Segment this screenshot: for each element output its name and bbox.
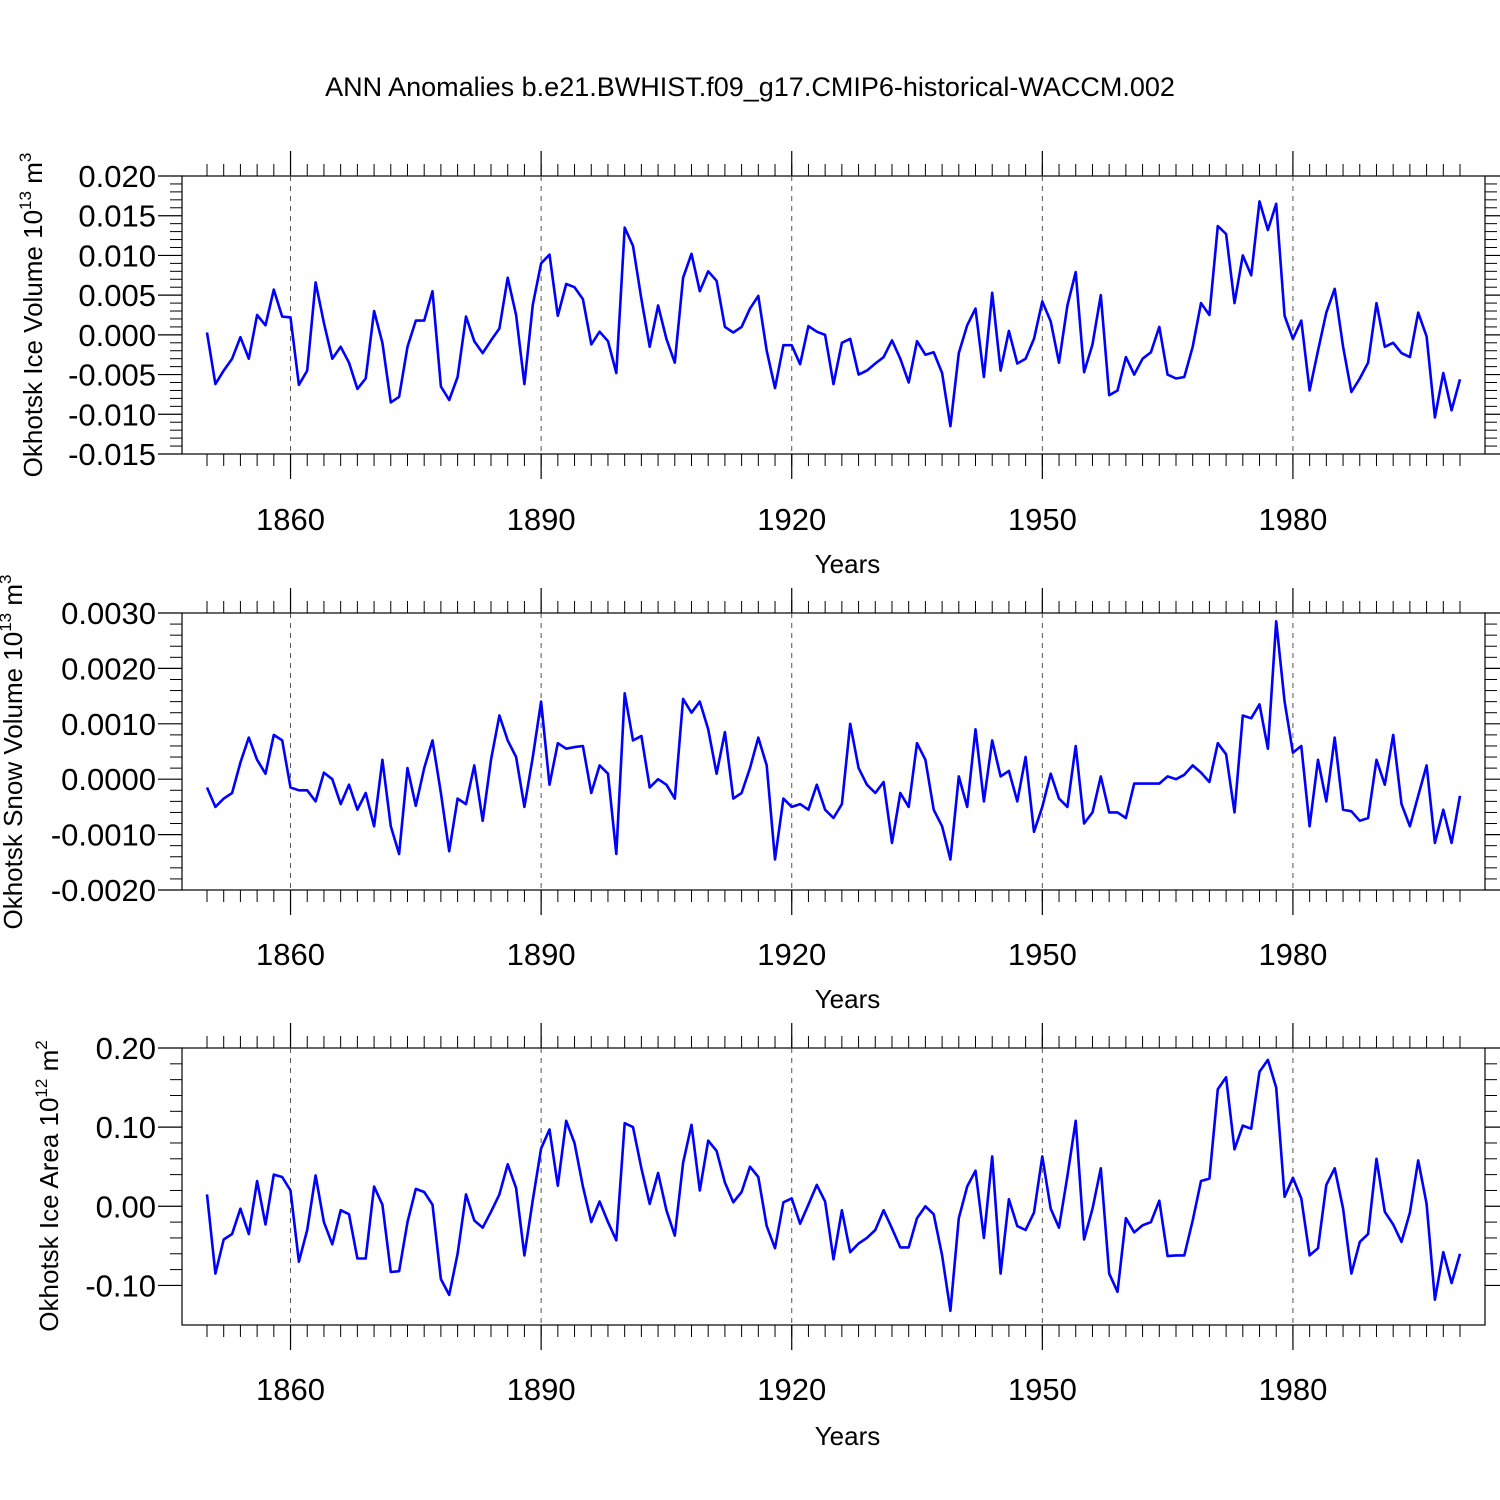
x-axis-label: Years — [815, 984, 881, 1014]
y-tick-label: 0.00 — [96, 1189, 156, 1224]
x-tick-label: 1890 — [507, 937, 576, 972]
y-tick-label: -0.015 — [68, 437, 156, 472]
series-line — [205, 200, 1462, 428]
x-tick-label: 1920 — [757, 502, 826, 537]
y-tick-label: 0.000 — [78, 318, 156, 353]
y-tick-label: -0.005 — [68, 358, 156, 393]
x-tick-label: 1950 — [1008, 937, 1077, 972]
y-tick-label: 0.20 — [96, 1031, 156, 1066]
y-tick-label: 0.010 — [78, 238, 156, 273]
y-tick-label: -0.0010 — [51, 818, 156, 853]
y-tick-label: 0.020 — [78, 159, 156, 194]
x-tick-label: 1920 — [757, 1372, 826, 1407]
y-tick-label: 0.0030 — [61, 596, 156, 631]
x-tick-label: 1860 — [256, 937, 325, 972]
plot-frame — [181, 612, 1486, 891]
panel-ice-area: 0.20 0.10 0.00 -0.10 1860 1890 1920 1950 1980 Yea… — [32, 1023, 1500, 1451]
series-line — [205, 1058, 1462, 1313]
x-tick-label: 1890 — [507, 502, 576, 537]
plot-frame — [181, 1047, 1486, 1326]
y-tick-label: 0.10 — [96, 1110, 156, 1145]
panel-snow-volume: 0.0030 0.0020 0.0010 0.0000 -0.0010 -0.0020 18… — [0, 575, 1500, 1014]
y-tick-label: -0.0020 — [51, 873, 156, 908]
y-axis-label: Okhotsk Snow Volume 1013 m3 — [0, 575, 28, 930]
y-tick-label: 0.005 — [78, 278, 156, 313]
x-tick-label: 1980 — [1258, 1372, 1327, 1407]
y-axis-label: Okhotsk Ice Volume 1013 m3 — [16, 153, 48, 478]
x-axis-label: Years — [815, 549, 881, 579]
y-tick-label: 0.0010 — [61, 707, 156, 742]
plot-frame — [181, 175, 1486, 455]
y-tick-label: 0.0000 — [61, 762, 156, 797]
chart-main-title: ANN Anomalies b.e21.BWHIST.f09_g17.CMIP6… — [325, 72, 1175, 102]
y-axis-label: Okhotsk Ice Area 1012 m2 — [32, 1040, 64, 1331]
x-tick-label: 1980 — [1258, 502, 1327, 537]
x-tick-label: 1950 — [1008, 502, 1077, 537]
series-line — [205, 619, 1462, 861]
y-tick-label: 0.015 — [78, 199, 156, 234]
x-tick-label: 1860 — [256, 502, 325, 537]
x-tick-label: 1950 — [1008, 1372, 1077, 1407]
y-tick-label: 0.0020 — [61, 651, 156, 686]
panel-ice-volume: 0.020 0.015 0.010 0.005 0.000 -0.005 -0.010 -0.… — [16, 151, 1500, 579]
x-tick-label: 1890 — [507, 1372, 576, 1407]
x-tick-label: 1980 — [1258, 937, 1327, 972]
x-axis-label: Years — [815, 1421, 881, 1451]
x-tick-label: 1860 — [256, 1372, 325, 1407]
y-tick-label: -0.010 — [68, 397, 156, 432]
y-tick-label: -0.10 — [85, 1268, 156, 1303]
x-tick-label: 1920 — [757, 937, 826, 972]
